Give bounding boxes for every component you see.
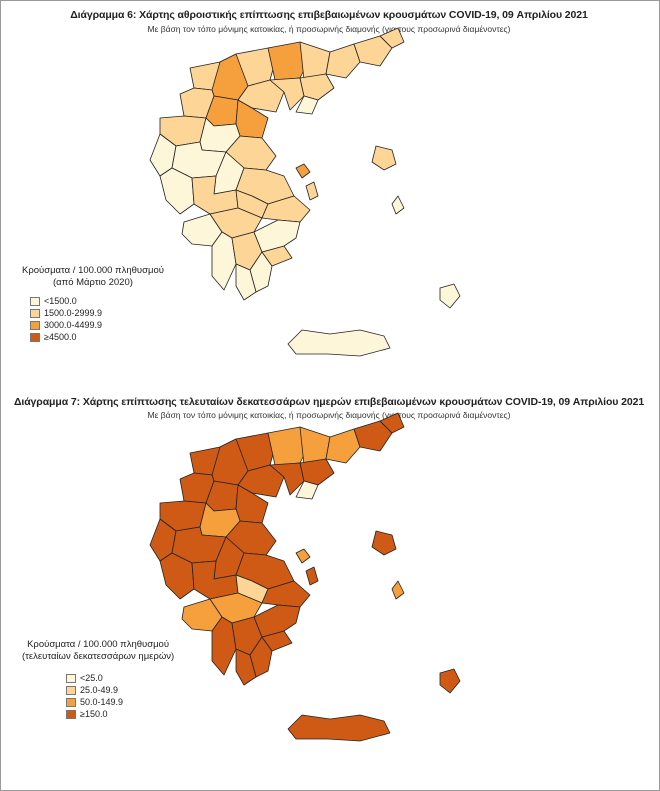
region-polygon [439,283,461,309]
region-polygon [299,73,335,101]
legend-swatch [66,674,76,683]
legend-label: <1500.0 [44,296,77,306]
legend-swatch [30,297,40,306]
region-polygon [379,27,405,49]
legend-item: 1500.0-2999.9 [30,308,164,320]
legend-swatch [30,321,40,330]
legend-title-line1: Κρούσματα / 100.000 πληθυσμού [27,639,170,650]
legend-item: ≥4500.0 [30,332,164,344]
region-polygon [295,163,311,179]
legend-item: ≥150.0 [66,709,174,721]
region-polygon [269,77,305,111]
legend-title-line2: (τελευταίων δεκατεσσάρων ημερών) [22,651,175,662]
legend-swatch [66,698,76,707]
region-polygon [295,480,319,500]
region-polygon [299,458,335,486]
region-polygon [353,35,393,67]
legend-swatch [30,309,40,318]
region-polygon [269,462,305,496]
greece-choropleth-map [149,412,461,742]
fourteen-day-incidence-panel: Διάγραμμα 7: Χάρτης επίπτωσης τελευταίων… [0,385,658,789]
legend-swatch [66,686,76,695]
region-polygon [253,604,301,638]
map-legend: Κρούσματα / 100.000 πληθυσμού (τελευταίω… [22,639,174,721]
region-polygon [439,668,461,694]
legend-swatch [30,333,40,342]
map-subtitle: Με βάση τον τόπο μόνιμης κατοικίας, ή πρ… [147,24,511,34]
map-title: Διάγραμμα 7: Χάρτης επίπτωσης τελευταίων… [13,396,645,408]
legend-label: 50.0-149.9 [80,697,124,707]
map-legend: Κρούσματα / 100.000 πληθυσμού (από Μάρτι… [22,265,164,344]
region-polygon [295,95,319,115]
region-polygon [235,263,257,301]
legend-label: 1500.0-2999.9 [44,308,103,318]
region-polygon [295,548,311,564]
legend-label: ≥4500.0 [44,332,77,342]
region-polygon [391,580,405,600]
map-title: Διάγραμμα 6: Χάρτης αθροιστικής επίπτωση… [70,9,588,21]
legend-item: 50.0-149.9 [66,697,174,709]
region-polygon [305,566,319,586]
region-polygon [379,412,405,434]
greece-choropleth-map [149,27,461,357]
legend-title: Κρούσματα / 100.000 πληθυσμού (τελευταίω… [22,639,174,663]
region-polygon [253,219,301,253]
legend-title-line1: Κρούσματα / 100.000 πληθυσμού [22,265,164,276]
legend-item: <1500.0 [30,296,164,308]
legend-item: 3000.0-4499.9 [30,320,164,332]
region-polygon [325,428,361,464]
cumulative-incidence-panel: Διάγραμμα 6: Χάρτης αθροιστικής επίπτωση… [0,0,658,385]
legend-label: 3000.0-4499.9 [44,320,103,330]
legend-label: ≥150.0 [80,709,108,719]
legend-item: <25.0 [66,673,174,685]
region-polygon [371,530,397,556]
legend-title-line2: (από Μάρτιο 2020) [53,277,133,288]
region-polygon [371,145,397,171]
region-polygon [353,420,393,452]
map-subtitle: Με βάση τον τόπο μόνιμης κατοικίας, ή πρ… [147,410,511,420]
region-polygon [305,181,319,201]
legend-item: 25.0-49.9 [66,685,174,697]
region-polygon [287,714,391,742]
legend-title: Κρούσματα / 100.000 πληθυσμού (από Μάρτι… [22,265,164,289]
region-polygon [325,43,361,79]
legend-label: 25.0-49.9 [80,685,119,695]
region-polygon [391,195,405,215]
region-polygon [287,329,391,357]
legend-swatch [66,710,76,719]
region-polygon [235,648,257,686]
legend-label: <25.0 [80,673,103,683]
